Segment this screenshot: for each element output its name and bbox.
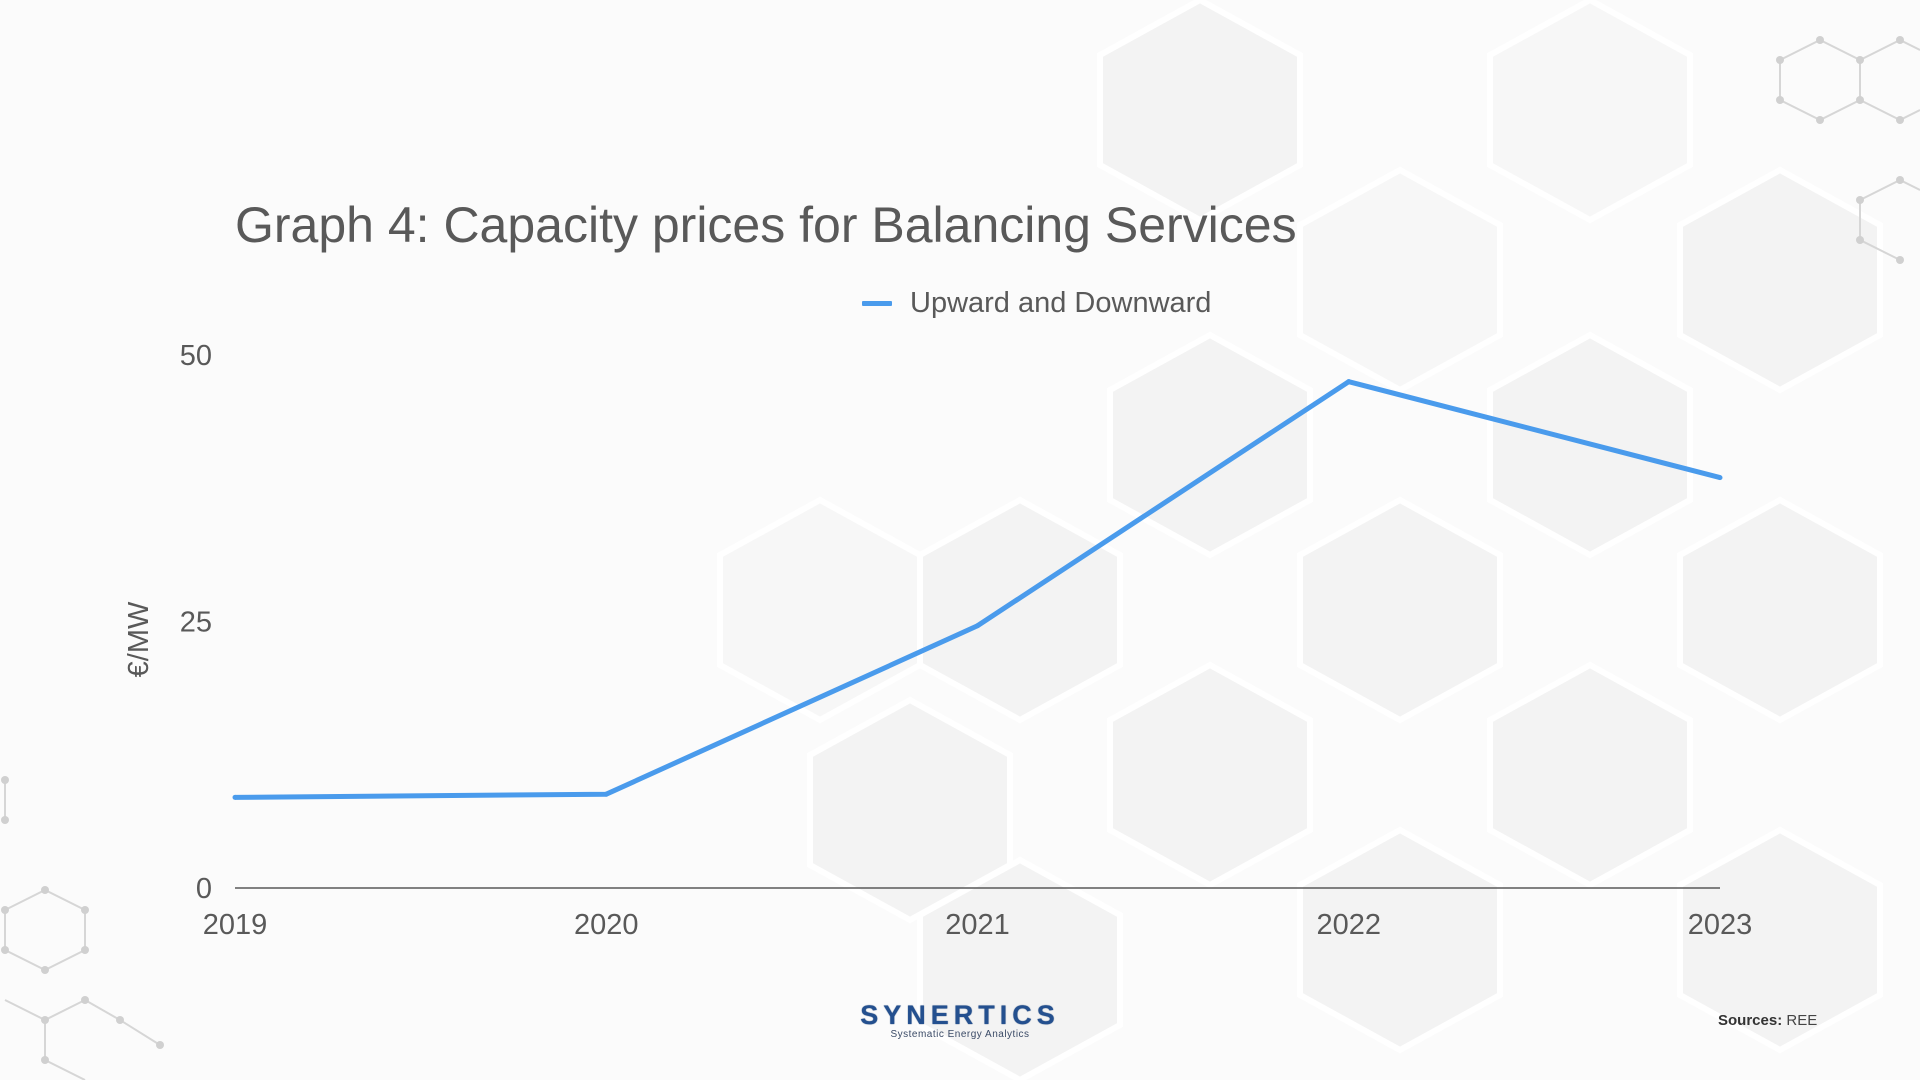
sources-note: Sources: REE — [1718, 1012, 1817, 1029]
sources-label: Sources: — [1718, 1012, 1783, 1029]
legend-swatch — [862, 300, 892, 306]
x-tick-label: 2023 — [1688, 909, 1753, 941]
chart-title: Graph 4: Capacity prices for Balancing S… — [235, 197, 1297, 253]
y-tick-label: 25 — [180, 607, 212, 639]
synertics-logo: SYNERTICS Systematic Energy Analytics — [850, 1000, 1070, 1040]
data-point — [232, 794, 238, 800]
x-tick-label: 2020 — [574, 909, 639, 941]
data-point — [1717, 475, 1723, 481]
legend-label: Upward and Downward — [910, 286, 1212, 319]
x-tick-label: 2021 — [945, 909, 1010, 941]
logo-tagline: Systematic Energy Analytics — [890, 1029, 1030, 1040]
x-tick-label: 2022 — [1316, 909, 1381, 941]
x-tick-label: 2019 — [203, 909, 268, 941]
y-tick-label: 0 — [196, 873, 212, 905]
sources-value: REE — [1786, 1012, 1818, 1029]
chart-legend: Upward and Downward — [862, 283, 1211, 323]
data-point — [1346, 379, 1352, 385]
data-point — [603, 791, 609, 797]
series-line — [234, 379, 1721, 800]
y-tick-label: 50 — [180, 340, 212, 372]
logo-wordmark: SYNERTICS — [860, 1000, 1060, 1030]
data-point — [975, 623, 980, 629]
y-axis-label: €/MW — [123, 601, 155, 677]
